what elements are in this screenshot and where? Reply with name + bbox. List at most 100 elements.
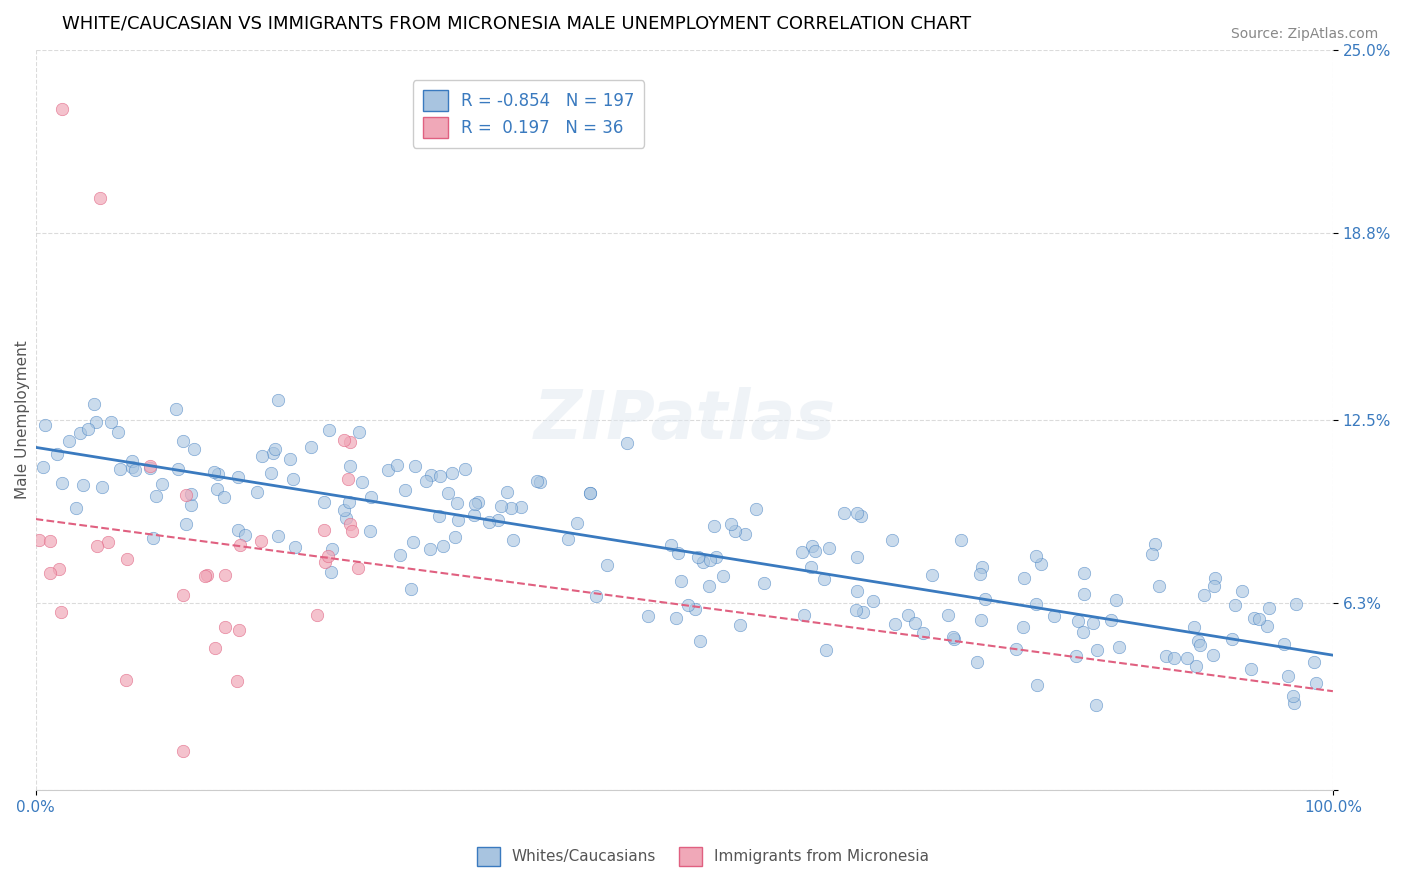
Point (1204, 571, 1226, 585)
Point (172, 744, 194, 758)
Point (402, 535, 425, 549)
Point (665, 611, 688, 625)
Point (183, 442, 205, 456)
Point (58, 434, 80, 448)
Point (316, 549, 339, 563)
Point (389, 548, 412, 562)
Text: Source: ZipAtlas.com: Source: ZipAtlas.com (1230, 27, 1378, 41)
Point (427, 509, 450, 524)
Point (1202, 648, 1225, 662)
Point (1004, 641, 1026, 656)
Point (139, 458, 162, 473)
Legend: R = -0.854   N = 197, R =  0.197   N = 36: R = -0.854 N = 197, R = 0.197 N = 36 (413, 80, 644, 148)
Point (697, 579, 720, 593)
Point (1277, 668, 1299, 682)
Point (321, 565, 343, 579)
Point (1142, 547, 1164, 561)
Point (1247, 612, 1270, 626)
Point (565, 516, 588, 530)
Point (464, 497, 486, 511)
Text: WHITE/CAUCASIAN VS IMMIGRANTS FROM MICRONESIA MALE UNEMPLOYMENT CORRELATION CHAR: WHITE/CAUCASIAN VS IMMIGRANTS FROM MICRO… (62, 15, 970, 33)
Point (1240, 662, 1263, 676)
Point (1011, 620, 1033, 634)
Point (86, 540, 108, 554)
Point (283, 472, 305, 486)
Point (1099, 613, 1122, 627)
Point (502, 533, 524, 547)
Point (145, 489, 167, 503)
Point (818, 541, 841, 555)
Point (260, 466, 283, 480)
Point (1182, 620, 1205, 634)
Point (813, 572, 835, 586)
Point (429, 469, 451, 483)
Point (793, 607, 815, 622)
Point (1012, 571, 1035, 585)
Point (174, 488, 197, 502)
Point (1083, 615, 1105, 630)
Point (250, 450, 273, 464)
Point (1220, 632, 1243, 646)
Point (499, 501, 522, 516)
Point (48, 562, 70, 576)
Point (454, 461, 477, 475)
Point (233, 527, 256, 541)
Point (1163, 650, 1185, 665)
Point (314, 523, 336, 537)
Point (1285, 597, 1308, 611)
Point (467, 495, 489, 509)
Point (142, 531, 165, 545)
Point (1071, 624, 1094, 639)
Point (246, 484, 269, 499)
Point (202, 465, 225, 479)
Point (214, 620, 236, 634)
Point (263, 446, 285, 460)
Point (51, 476, 73, 491)
Point (1149, 579, 1171, 593)
Point (314, 555, 336, 569)
Point (139, 461, 162, 475)
Point (1073, 566, 1095, 581)
Point (207, 467, 229, 481)
Point (278, 451, 301, 466)
Point (204, 640, 226, 655)
Legend: Whites/Caucasians, Immigrants from Micronesia: Whites/Caucasians, Immigrants from Micro… (471, 841, 935, 871)
Point (728, 617, 751, 632)
Point (510, 500, 533, 514)
Point (69, 425, 91, 440)
Point (942, 630, 965, 644)
Point (845, 549, 868, 564)
Point (1272, 637, 1295, 651)
Point (637, 609, 659, 624)
Point (846, 584, 869, 599)
Point (335, 511, 357, 525)
Point (432, 539, 454, 553)
Point (699, 553, 721, 567)
Point (114, 673, 136, 688)
Point (39, 566, 62, 580)
Point (437, 486, 460, 500)
Point (446, 496, 468, 510)
Point (1084, 698, 1107, 712)
Point (1225, 598, 1247, 612)
Point (107, 425, 129, 439)
Point (1073, 587, 1095, 601)
Point (65, 500, 87, 515)
Point (28, 533, 51, 547)
Point (91, 480, 114, 494)
Point (720, 517, 742, 532)
Point (51, 102, 73, 116)
Point (921, 568, 943, 582)
Point (339, 459, 361, 474)
Point (446, 513, 468, 527)
Point (912, 626, 935, 640)
Point (1282, 696, 1305, 710)
Point (174, 516, 197, 531)
Point (974, 592, 997, 607)
Point (264, 442, 287, 456)
Point (711, 568, 734, 582)
Point (1144, 537, 1167, 551)
Point (115, 552, 138, 566)
Point (1025, 549, 1047, 564)
Point (616, 436, 638, 450)
